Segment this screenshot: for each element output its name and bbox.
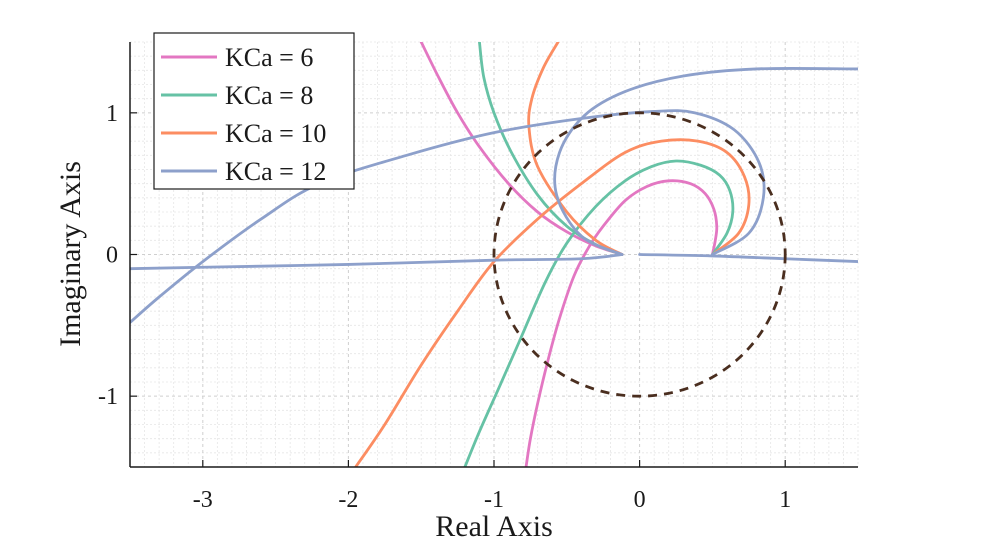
y-axis-label: Imaginary Axis <box>54 161 87 347</box>
x-axis-label: Real Axis <box>435 510 553 543</box>
tick-labels: -3 -2 -1 0 1 -1 0 1 <box>98 101 791 513</box>
legend-label-kca-10: KCa = 10 <box>225 119 326 148</box>
series-line-kca-10-branch-1 <box>527 42 624 256</box>
series-line-kca-8-branch-0 <box>463 159 735 467</box>
series-line-kca-12-branch-3 <box>553 66 858 256</box>
series-line-kca-12-branch-1 <box>130 253 624 271</box>
x-tick-label: -1 <box>484 487 504 513</box>
legend-box <box>153 32 355 190</box>
legend-label-kca-6: KCa = 6 <box>225 43 313 72</box>
series-line-kca-6-branch-1 <box>419 42 624 256</box>
series-line-kca-12-branch-2 <box>638 253 858 263</box>
unit-circle <box>492 111 787 398</box>
x-tick-label: -3 <box>193 487 213 513</box>
x-tick-label: -2 <box>338 487 358 513</box>
y-tick-label: 1 <box>106 101 118 127</box>
legend: KCa = 6 KCa = 8 KCa = 10 KCa = 12 <box>153 32 355 190</box>
ticks <box>130 112 786 467</box>
plot-content <box>130 42 858 467</box>
legend-label-kca-8: KCa = 8 <box>225 81 313 110</box>
y-tick-label: -1 <box>98 384 118 410</box>
series-line-kca-10-branch-0 <box>354 138 751 467</box>
legend-label-kca-12: KCa = 12 <box>225 157 326 186</box>
series-line-kca-6-branch-0 <box>524 179 719 467</box>
x-tick-label: 1 <box>779 487 791 513</box>
x-tick-label: 0 <box>634 487 646 513</box>
y-tick-label: 0 <box>106 243 118 269</box>
